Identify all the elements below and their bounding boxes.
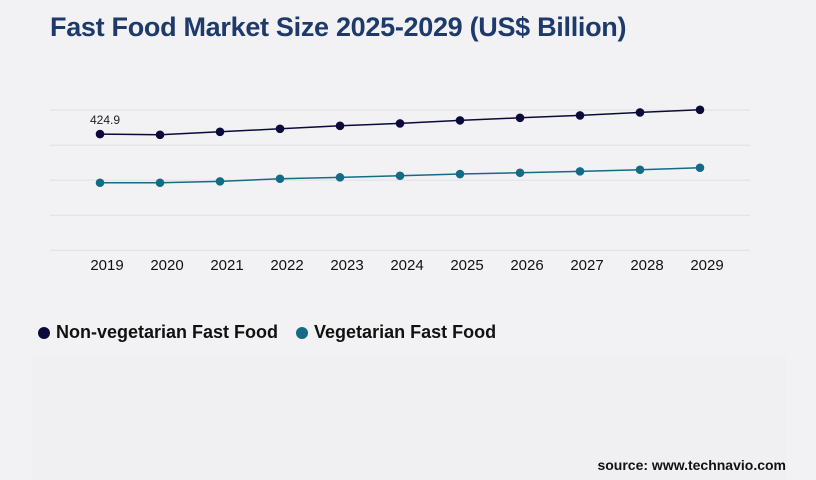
x-tick-label: 2026 (510, 257, 543, 274)
line-chart: 2019 2020 2021 2022 2023 2024 2025 2026 2027 2028… (50, 105, 750, 274)
x-tick-label: 2022 (270, 257, 303, 274)
background-panel (32, 355, 787, 480)
data-point (395, 171, 405, 181)
data-point (155, 130, 165, 140)
x-tick-label: 2019 (90, 257, 123, 274)
data-point (95, 129, 105, 139)
legend-marker-icon (296, 326, 309, 339)
data-point (635, 165, 645, 175)
x-tick-label: 2021 (210, 257, 243, 274)
x-tick-label: 2024 (390, 257, 423, 274)
data-point (695, 105, 705, 115)
data-point (395, 119, 405, 128)
data-point (635, 108, 645, 117)
chart-title: Fast Food Market Size 2025-2029 (US$ Bil… (50, 12, 627, 42)
data-point (335, 173, 345, 182)
legend-item-non-vegetarian: Non-vegetarian Fast Food (38, 322, 278, 343)
data-point (275, 124, 285, 134)
data-point (575, 167, 585, 176)
legend-marker-icon (38, 326, 50, 339)
data-point (215, 177, 225, 186)
data-label: 424.9 (90, 113, 120, 127)
data-point (155, 178, 165, 188)
data-point (515, 168, 525, 178)
data-point (455, 116, 465, 125)
legend-item-vegetarian: Vegetarian Fast Food (296, 322, 496, 343)
data-point (95, 178, 105, 188)
data-point (455, 169, 465, 179)
data-point (575, 111, 585, 120)
data-point (515, 113, 525, 123)
x-tick-label: 2028 (630, 257, 663, 274)
source-note: source: www.technavio.com (597, 457, 786, 473)
legend: Non-vegetarian Fast Food Vegetarian Fast… (38, 322, 496, 343)
data-point (335, 121, 345, 131)
legend-label: Non-vegetarian Fast Food (56, 322, 279, 342)
data-point (215, 127, 225, 137)
legend-label: Vegetarian Fast Food (314, 322, 497, 342)
data-point (275, 174, 285, 184)
x-tick-label: 2020 (150, 257, 183, 274)
x-tick-label: 2025 (450, 257, 483, 274)
data-point (695, 163, 705, 173)
x-tick-label: 2029 (690, 257, 723, 274)
x-tick-label: 2023 (330, 257, 363, 274)
x-tick-label: 2027 (570, 257, 603, 274)
